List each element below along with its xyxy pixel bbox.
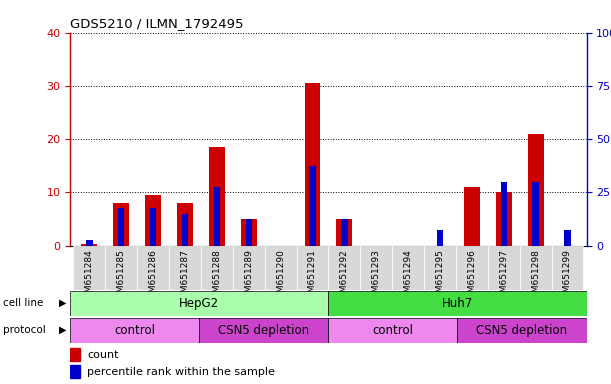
Text: ▶: ▶ xyxy=(59,298,66,308)
Text: GSM651299: GSM651299 xyxy=(563,249,572,304)
Text: GSM651289: GSM651289 xyxy=(244,249,253,304)
Text: control: control xyxy=(373,324,414,336)
Text: cell line: cell line xyxy=(3,298,43,308)
FancyBboxPatch shape xyxy=(201,246,233,290)
FancyBboxPatch shape xyxy=(199,318,329,343)
Bar xyxy=(150,209,156,246)
FancyBboxPatch shape xyxy=(488,246,519,290)
Bar xyxy=(304,83,320,246)
Text: GSM651298: GSM651298 xyxy=(531,249,540,304)
Text: GSM651291: GSM651291 xyxy=(308,249,317,304)
Text: control: control xyxy=(114,324,155,336)
Text: GSM651286: GSM651286 xyxy=(148,249,158,304)
Bar xyxy=(341,219,348,246)
Text: count: count xyxy=(87,349,119,359)
Bar xyxy=(70,348,79,361)
Text: HepG2: HepG2 xyxy=(179,297,219,310)
Text: ▶: ▶ xyxy=(59,325,66,335)
FancyBboxPatch shape xyxy=(70,318,199,343)
FancyBboxPatch shape xyxy=(265,246,296,290)
Text: GSM651297: GSM651297 xyxy=(499,249,508,304)
Bar xyxy=(500,182,507,246)
FancyBboxPatch shape xyxy=(552,246,584,290)
Text: GSM651295: GSM651295 xyxy=(436,249,444,304)
Bar xyxy=(309,166,316,246)
Bar xyxy=(177,203,193,246)
Text: percentile rank within the sample: percentile rank within the sample xyxy=(87,367,275,377)
FancyBboxPatch shape xyxy=(233,246,265,290)
Text: Huh7: Huh7 xyxy=(442,297,473,310)
Bar xyxy=(113,203,129,246)
FancyBboxPatch shape xyxy=(296,246,329,290)
Bar xyxy=(337,219,353,246)
Text: GSM651287: GSM651287 xyxy=(180,249,189,304)
Bar xyxy=(209,147,225,246)
FancyBboxPatch shape xyxy=(329,246,360,290)
Text: GSM651290: GSM651290 xyxy=(276,249,285,304)
Text: GSM651296: GSM651296 xyxy=(467,249,477,304)
Bar xyxy=(564,230,571,246)
Text: GSM651285: GSM651285 xyxy=(117,249,126,304)
Text: GSM651288: GSM651288 xyxy=(213,249,221,304)
FancyBboxPatch shape xyxy=(456,246,488,290)
Text: CSN5 depletion: CSN5 depletion xyxy=(477,324,568,336)
FancyBboxPatch shape xyxy=(73,246,105,290)
Text: GSM651294: GSM651294 xyxy=(404,249,412,304)
Bar xyxy=(145,195,161,246)
Text: GSM651293: GSM651293 xyxy=(371,249,381,304)
FancyBboxPatch shape xyxy=(137,246,169,290)
Bar xyxy=(241,219,257,246)
Text: protocol: protocol xyxy=(3,325,46,335)
FancyBboxPatch shape xyxy=(458,318,587,343)
Bar xyxy=(464,187,480,246)
FancyBboxPatch shape xyxy=(519,246,552,290)
Bar xyxy=(182,214,188,246)
Bar xyxy=(437,230,443,246)
Text: GDS5210 / ILMN_1792495: GDS5210 / ILMN_1792495 xyxy=(70,17,244,30)
Bar xyxy=(118,209,125,246)
Bar xyxy=(70,365,79,379)
FancyBboxPatch shape xyxy=(70,291,329,316)
FancyBboxPatch shape xyxy=(105,246,137,290)
Bar xyxy=(528,134,544,246)
FancyBboxPatch shape xyxy=(360,246,392,290)
FancyBboxPatch shape xyxy=(392,246,424,290)
Text: GSM651292: GSM651292 xyxy=(340,249,349,304)
FancyBboxPatch shape xyxy=(329,291,587,316)
FancyBboxPatch shape xyxy=(424,246,456,290)
FancyBboxPatch shape xyxy=(329,318,458,343)
Text: GSM651284: GSM651284 xyxy=(85,249,94,304)
Bar xyxy=(532,182,539,246)
Bar xyxy=(86,240,93,246)
Bar xyxy=(81,243,97,246)
Bar xyxy=(214,187,220,246)
FancyBboxPatch shape xyxy=(169,246,201,290)
Text: CSN5 depletion: CSN5 depletion xyxy=(218,324,309,336)
Bar xyxy=(496,192,511,246)
Bar xyxy=(246,219,252,246)
